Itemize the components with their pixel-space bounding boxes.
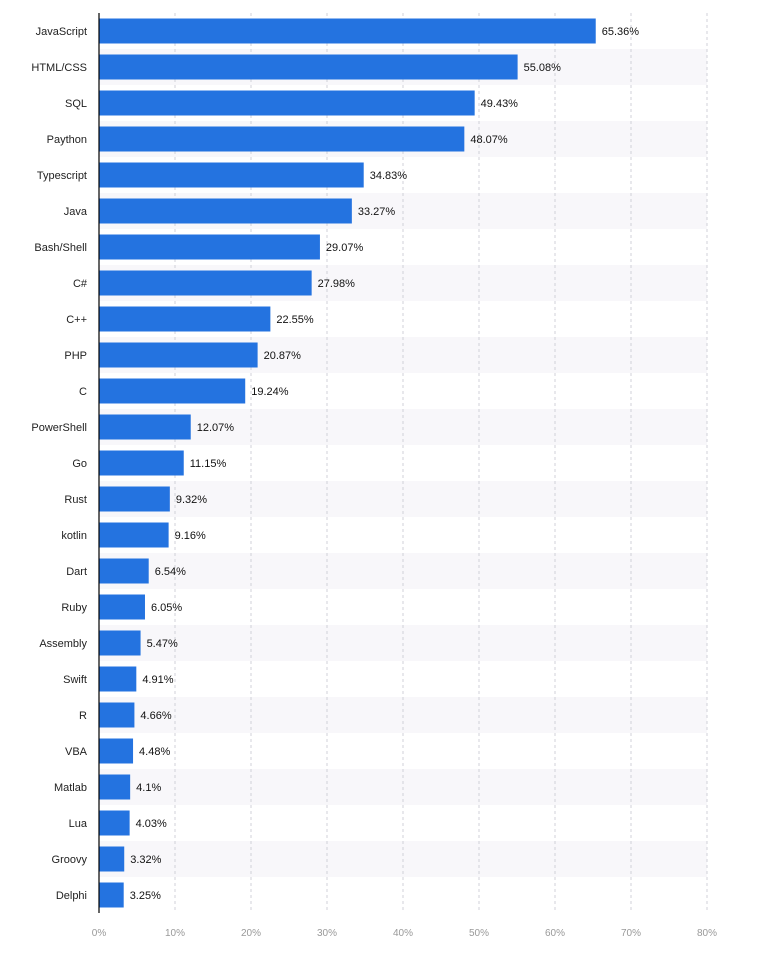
category-label: SQL (65, 98, 87, 110)
x-tick-label: 20% (241, 928, 261, 939)
bar (99, 522, 169, 548)
data-label: 4.91% (142, 674, 173, 686)
category-label: Swift (63, 674, 87, 686)
x-tick-label: 50% (469, 928, 489, 939)
data-label: 12.07% (197, 422, 235, 434)
category-label: Rust (64, 494, 87, 506)
category-label: PowerShell (31, 422, 87, 434)
bar (99, 774, 131, 800)
category-label: Typescript (37, 170, 87, 182)
data-label: 33.27% (358, 206, 396, 218)
category-label: Java (64, 206, 88, 218)
category-label: C++ (66, 314, 87, 326)
bar (99, 630, 141, 656)
x-tick-label: 80% (697, 928, 717, 939)
category-label: Dart (66, 566, 87, 578)
data-label: 4.1% (136, 782, 161, 794)
data-label: 19.24% (251, 386, 289, 398)
category-label: kotlin (61, 530, 87, 542)
x-tick-label: 0% (92, 928, 107, 939)
bar (99, 846, 125, 872)
bar (99, 666, 137, 692)
data-label: 65.36% (602, 26, 640, 38)
data-label: 4.66% (140, 710, 171, 722)
x-tick-label: 70% (621, 928, 641, 939)
data-label: 5.47% (147, 638, 178, 650)
data-label: 6.05% (151, 602, 182, 614)
data-label: 49.43% (481, 98, 519, 110)
bar (99, 594, 145, 620)
x-tick-label: 40% (393, 928, 413, 939)
data-label: 4.48% (139, 746, 170, 758)
category-label: Matlab (54, 782, 87, 794)
bar (99, 126, 465, 152)
bar (99, 450, 184, 476)
data-label: 27.98% (318, 278, 356, 290)
data-label: 48.07% (470, 134, 508, 146)
data-label: 3.32% (130, 854, 161, 866)
bar (99, 90, 475, 116)
data-label: 4.03% (136, 818, 167, 830)
category-label: JavaScript (36, 26, 87, 38)
bar (99, 702, 135, 728)
bar (99, 882, 124, 908)
category-label: Bash/Shell (34, 242, 87, 254)
data-label: 3.25% (130, 890, 161, 902)
category-label: Assembly (39, 638, 87, 650)
category-label: PHP (64, 350, 87, 362)
bar (99, 54, 518, 80)
data-label: 9.16% (175, 530, 206, 542)
x-tick-label: 10% (165, 928, 185, 939)
bar (99, 162, 364, 188)
data-label: 20.87% (264, 350, 302, 362)
data-label: 34.83% (370, 170, 408, 182)
category-label: Delphi (56, 890, 87, 902)
bar (99, 342, 258, 368)
data-label: 29.07% (326, 242, 364, 254)
bar (99, 558, 149, 584)
x-tick-label: 30% (317, 928, 337, 939)
category-label: C (79, 386, 87, 398)
data-label: 9.32% (176, 494, 207, 506)
category-label: Paython (47, 134, 87, 146)
category-label: VBA (65, 746, 88, 758)
category-label: Go (72, 458, 87, 470)
data-label: 11.15% (190, 458, 227, 470)
category-label: HTML/CSS (31, 62, 87, 74)
bar (99, 18, 596, 44)
bar (99, 234, 320, 260)
bar (99, 306, 271, 332)
category-label: Groovy (52, 854, 88, 866)
category-label: R (79, 710, 87, 722)
category-label: Lua (69, 818, 88, 830)
bar (99, 270, 312, 296)
bar (99, 810, 130, 836)
category-label: Ruby (61, 602, 87, 614)
bar (99, 378, 246, 404)
data-label: 55.08% (524, 62, 562, 74)
data-label: 6.54% (155, 566, 186, 578)
bar (99, 414, 191, 440)
bar (99, 738, 134, 764)
data-label: 22.55% (276, 314, 314, 326)
bar (99, 198, 352, 224)
category-label: C# (73, 278, 88, 290)
bar (99, 486, 170, 512)
x-tick-label: 60% (545, 928, 565, 939)
